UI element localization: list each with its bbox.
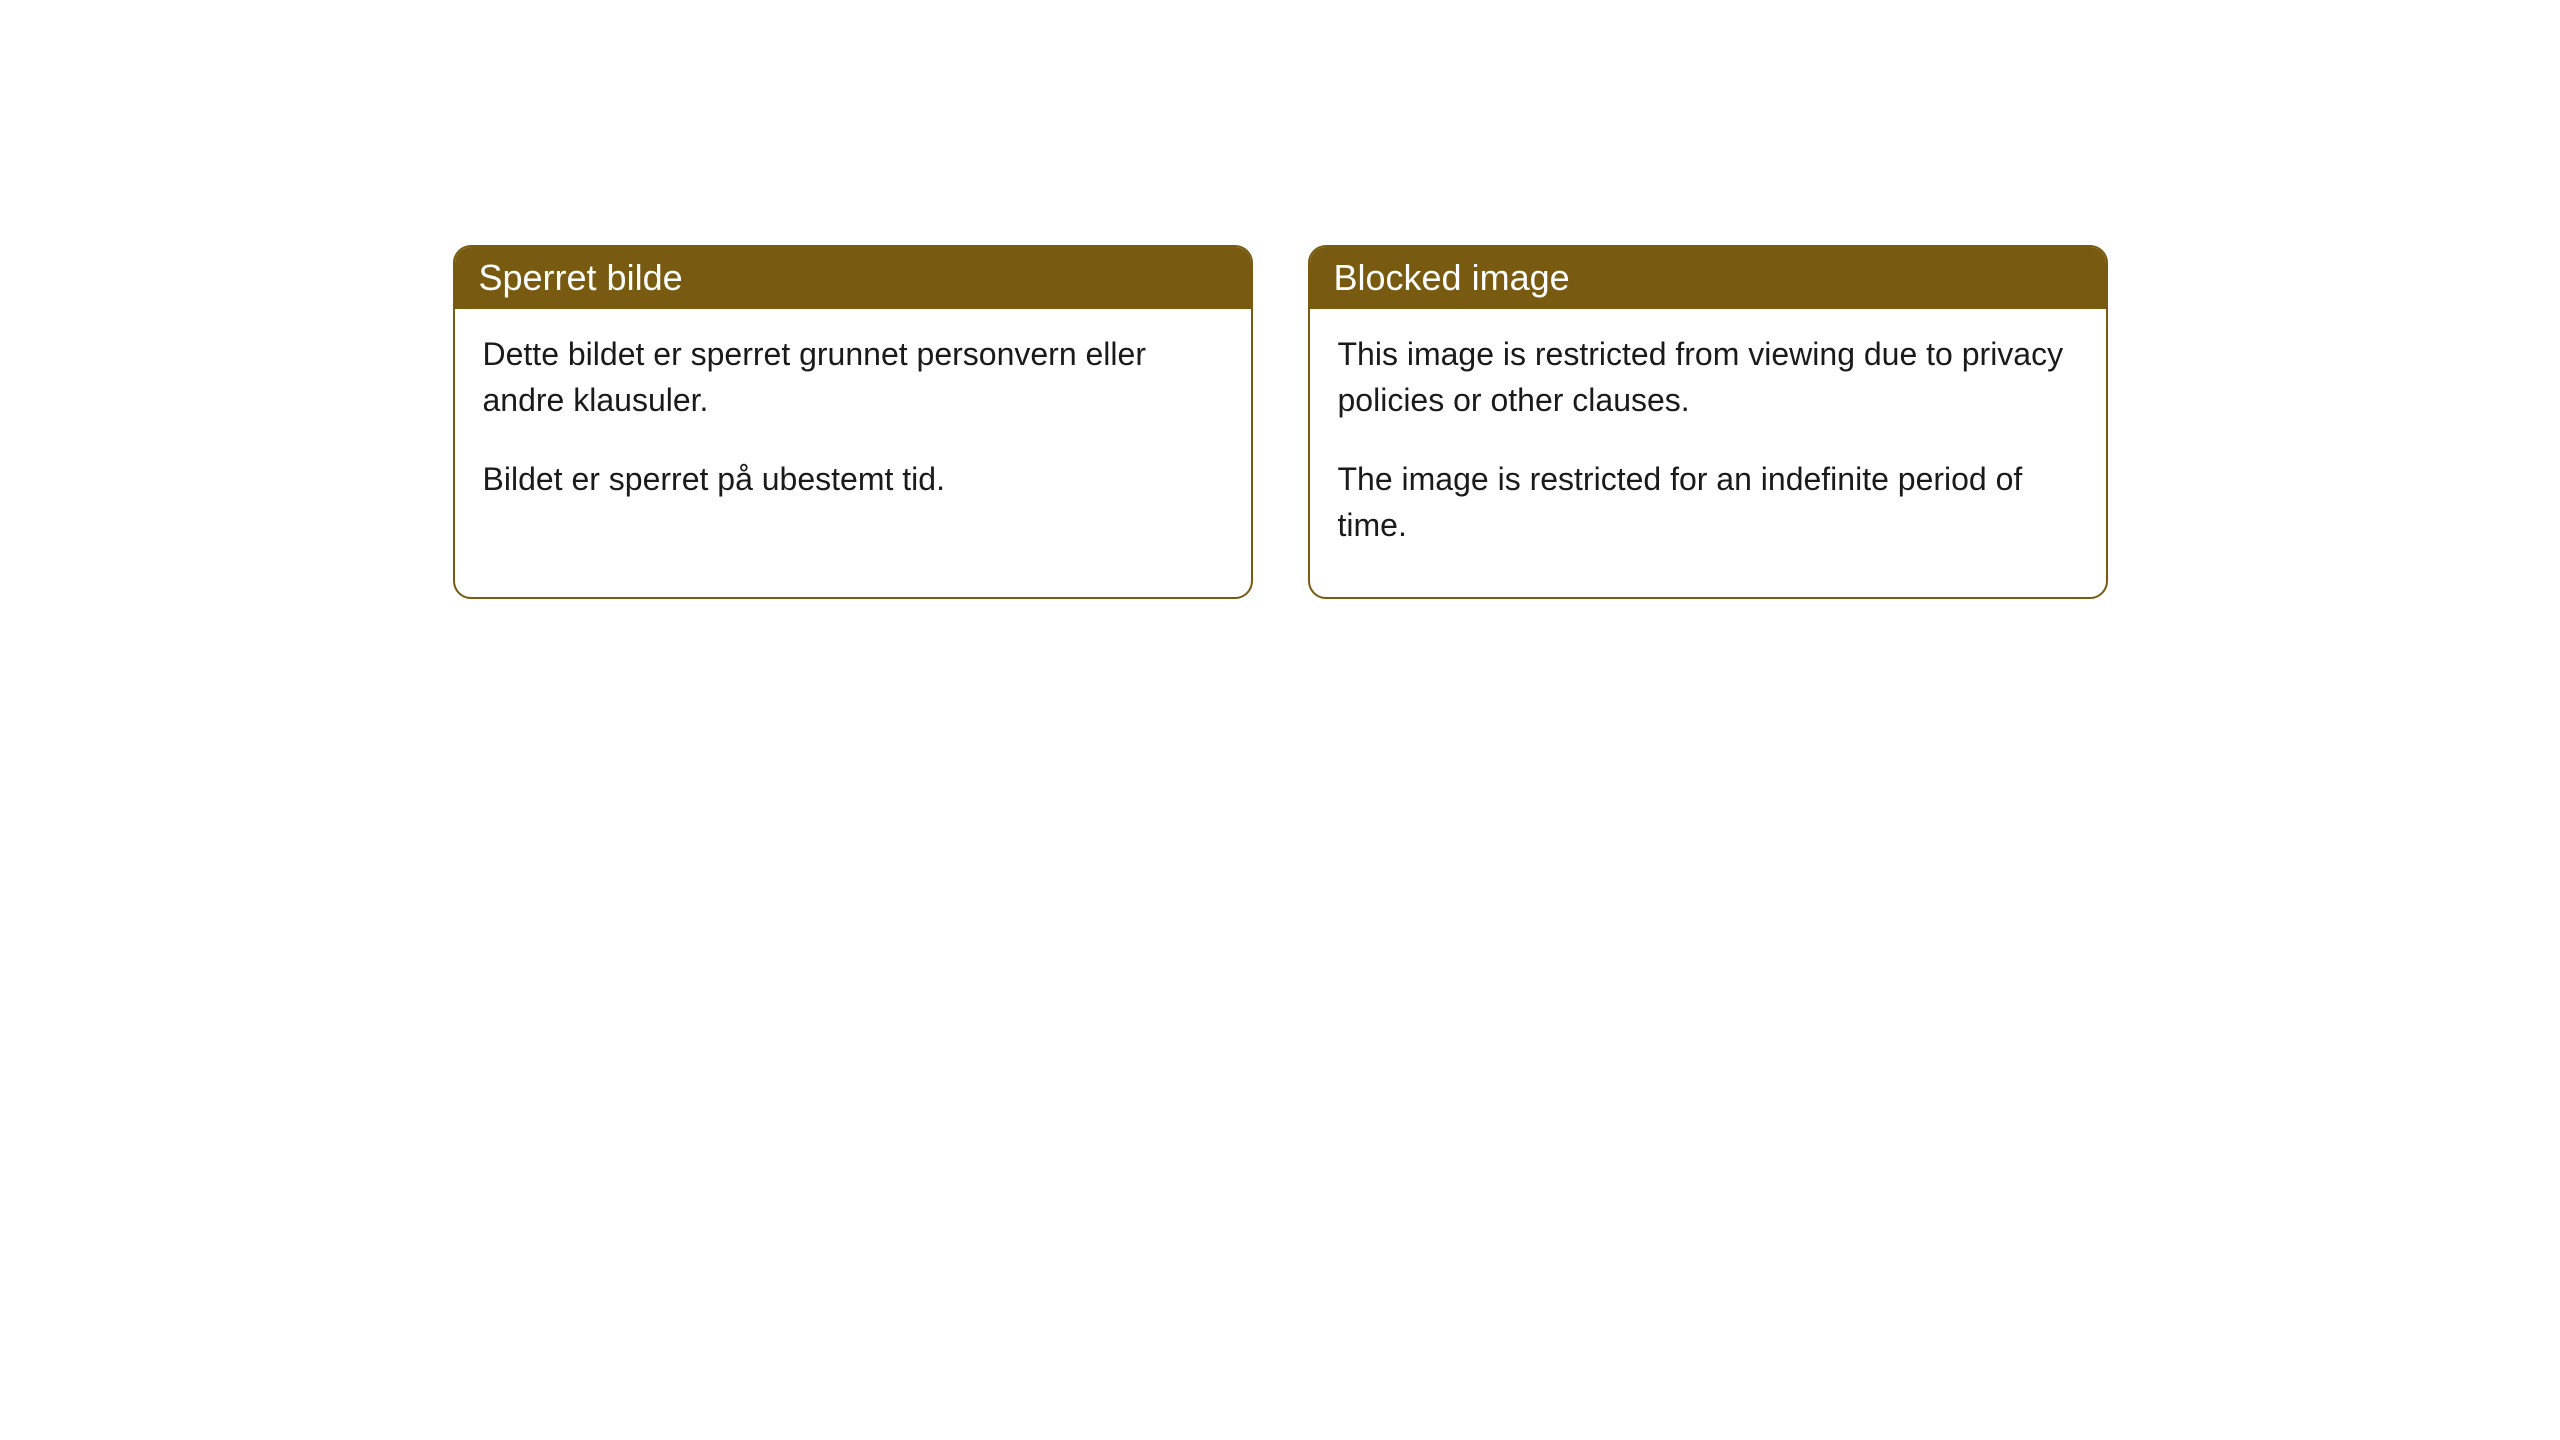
card-header: Blocked image — [1310, 247, 2106, 309]
card-title: Sperret bilde — [479, 257, 683, 298]
card-body: This image is restricted from viewing du… — [1310, 309, 2106, 597]
card-paragraph: Bildet er sperret på ubestemt tid. — [483, 456, 1223, 502]
notice-card-english: Blocked image This image is restricted f… — [1308, 245, 2108, 599]
card-paragraph: This image is restricted from viewing du… — [1338, 331, 2078, 424]
card-body: Dette bildet er sperret grunnet personve… — [455, 309, 1251, 550]
card-header: Sperret bilde — [455, 247, 1251, 309]
card-paragraph: The image is restricted for an indefinit… — [1338, 456, 2078, 549]
notice-card-norwegian: Sperret bilde Dette bildet er sperret gr… — [453, 245, 1253, 599]
card-paragraph: Dette bildet er sperret grunnet personve… — [483, 331, 1223, 424]
card-title: Blocked image — [1334, 257, 1570, 298]
notice-container: Sperret bilde Dette bildet er sperret gr… — [0, 245, 2560, 599]
